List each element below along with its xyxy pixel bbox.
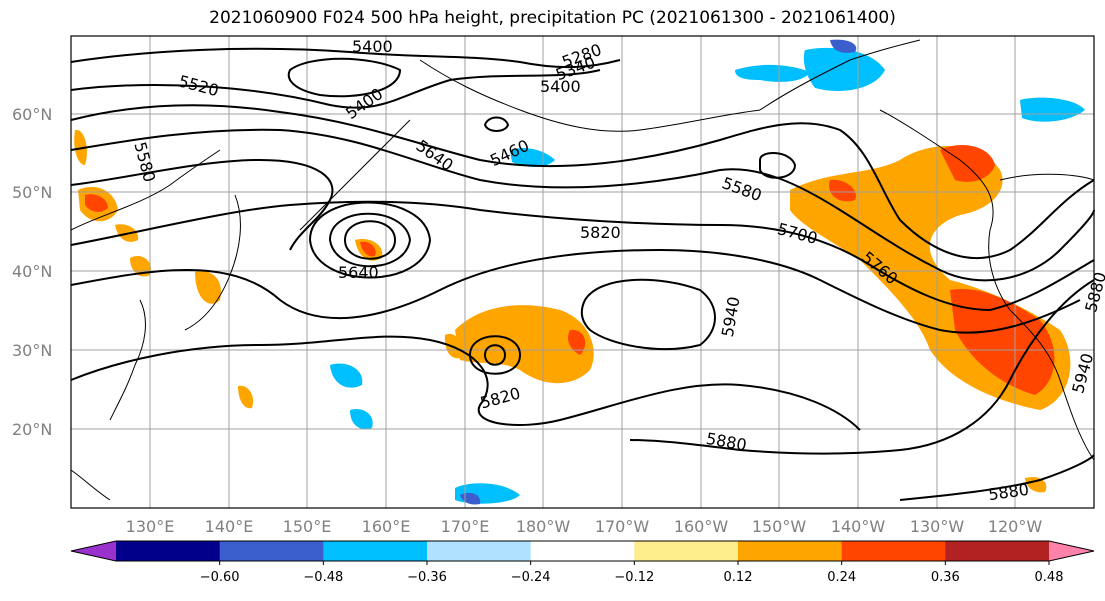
colorbar-segment [841, 541, 946, 561]
colorbar-extend-high [1049, 541, 1094, 561]
precip-region-mexico [1025, 476, 1047, 493]
precip-negative-alaska [803, 47, 885, 91]
precip-region-west-pacific [238, 385, 254, 409]
lon-label: 150°E [283, 517, 332, 536]
precip-negative-alaska-core [830, 39, 857, 53]
precip-core-california [950, 289, 1055, 395]
colorbar-segment [116, 541, 221, 561]
lon-label: 130°W [910, 517, 965, 536]
lat-label: 50°N [12, 183, 52, 202]
colorbar-tick-label: 0.36 [931, 570, 960, 585]
latitude-labels: 60°N 50°N 40°N 30°N 20°N [12, 105, 52, 439]
lon-label: 160°W [674, 517, 729, 536]
colorbar-outline [70, 540, 1095, 562]
precip-core-pnw [940, 145, 995, 182]
colorbar-tick-label: −0.24 [511, 570, 551, 585]
precip-core-manchuria [85, 194, 108, 212]
contour-label: 5640 [338, 263, 379, 282]
colorbar-extend-low [71, 541, 116, 561]
colorbar-tick-label: −0.60 [200, 570, 240, 585]
height-contours [70, 47, 1095, 501]
colorbar-tick-label: −0.36 [407, 570, 447, 585]
colorbar-segment [427, 541, 532, 561]
map-title: 2021060900 F024 500 hPa height, precipit… [209, 8, 896, 28]
lon-label: 180°W [516, 517, 571, 536]
precip-negative-alaska-west [735, 64, 810, 82]
colorbar: −0.60 −0.48 −0.36 −0.24 −0.12 0.12 0.24 0.36 0.4… [70, 540, 1095, 585]
precip-core-kuril-low [360, 241, 376, 257]
precip-region-east-china-sea [195, 271, 221, 304]
precip-negative-bering [510, 148, 555, 167]
lon-label: 120°W [988, 517, 1043, 536]
map-border [70, 35, 1095, 509]
colorbar-segment [530, 541, 635, 561]
precip-negative-west-pacific [330, 363, 363, 388]
lat-label: 60°N [12, 105, 52, 124]
lon-label: 170°E [441, 517, 490, 536]
precip-core-subtropical [568, 329, 586, 355]
contour-label: 5820 [580, 223, 621, 242]
precip-negative-subtropics [350, 408, 373, 430]
lon-label: 140°W [831, 517, 886, 536]
lon-label: 170°W [595, 517, 650, 536]
longitude-labels: 130°E 140°E 150°E 160°E 170°E 180°W 170°… [126, 517, 1043, 536]
lon-label: 140°E [205, 517, 254, 536]
lat-label: 30°N [12, 341, 52, 360]
contour-label: 5400 [540, 77, 581, 96]
precip-region-subtropical [455, 305, 594, 384]
colorbar-segment [219, 541, 324, 561]
colorbar-tick-label: 0.12 [724, 570, 753, 585]
colorbar-tick-label: −0.12 [614, 570, 654, 585]
contour-label: 5400 [352, 37, 393, 56]
lon-label: 160°E [362, 517, 411, 536]
colorbar-tick-label: −0.48 [303, 570, 343, 585]
colorbar-tick-label: 0.48 [1035, 570, 1064, 585]
colorbar-segment [945, 541, 1050, 561]
gridlines [71, 36, 1094, 508]
lat-label: 40°N [12, 262, 52, 281]
precip-core-gulf-alaska [829, 179, 856, 202]
lat-label: 20°N [12, 420, 52, 439]
precip-negative-canada [1020, 97, 1085, 122]
colorbar-segment [323, 541, 428, 561]
lon-label: 150°W [752, 517, 807, 536]
colorbar-segment [738, 541, 843, 561]
colorbar-tick-label: 0.24 [827, 570, 856, 585]
lon-label: 130°E [126, 517, 175, 536]
colorbar-segment [634, 541, 739, 561]
precipitation-fills [74, 39, 1085, 505]
